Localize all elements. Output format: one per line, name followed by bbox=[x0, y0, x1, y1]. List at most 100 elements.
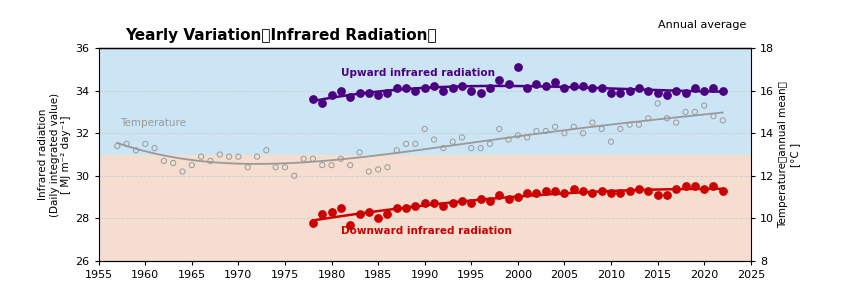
Point bbox=[548, 188, 562, 193]
Point bbox=[539, 129, 553, 134]
Point bbox=[577, 188, 590, 193]
Point bbox=[613, 127, 627, 131]
Point bbox=[446, 139, 460, 144]
Point bbox=[483, 142, 497, 146]
Point bbox=[390, 148, 403, 153]
Point bbox=[306, 156, 320, 161]
Point bbox=[623, 188, 637, 193]
Point bbox=[716, 88, 729, 93]
Point bbox=[464, 201, 478, 206]
Point bbox=[437, 88, 450, 93]
Point bbox=[408, 203, 422, 208]
Point bbox=[372, 216, 385, 221]
Point bbox=[632, 86, 646, 91]
Point bbox=[381, 90, 395, 95]
Point bbox=[324, 210, 338, 214]
Point bbox=[418, 201, 432, 206]
Point bbox=[408, 88, 422, 93]
Point bbox=[679, 90, 692, 95]
Point bbox=[669, 186, 683, 191]
Point bbox=[343, 94, 357, 99]
Point bbox=[613, 190, 627, 195]
Point bbox=[492, 78, 506, 82]
Point bbox=[222, 154, 236, 159]
Point bbox=[688, 184, 702, 189]
Point bbox=[362, 210, 376, 214]
Point bbox=[529, 190, 543, 195]
Point bbox=[390, 86, 403, 91]
Point bbox=[604, 90, 618, 95]
Point bbox=[539, 188, 553, 193]
Point bbox=[567, 124, 581, 129]
Point bbox=[111, 144, 124, 148]
Point bbox=[604, 190, 618, 195]
Point bbox=[577, 84, 590, 89]
Point bbox=[148, 146, 161, 151]
Point bbox=[446, 201, 460, 206]
Point bbox=[585, 120, 599, 125]
Point bbox=[642, 188, 656, 193]
Point bbox=[520, 190, 534, 195]
Point bbox=[251, 154, 264, 159]
Point bbox=[650, 101, 664, 106]
Point bbox=[492, 193, 506, 197]
Point bbox=[129, 148, 142, 153]
Point bbox=[585, 86, 599, 91]
Point bbox=[716, 118, 729, 123]
Point bbox=[511, 133, 525, 138]
Point bbox=[511, 65, 525, 70]
Point bbox=[343, 222, 357, 227]
Point bbox=[427, 201, 441, 206]
Point bbox=[408, 142, 422, 146]
Point bbox=[595, 127, 608, 131]
Point bbox=[418, 127, 432, 131]
Point bbox=[437, 146, 450, 151]
Point bbox=[548, 80, 562, 85]
Text: Upward infrared radiation: Upward infrared radiation bbox=[341, 68, 495, 78]
Point bbox=[558, 86, 571, 91]
Point bbox=[604, 139, 618, 144]
Point bbox=[297, 156, 311, 161]
Point bbox=[446, 86, 460, 91]
Point bbox=[502, 82, 516, 87]
Point bbox=[372, 92, 385, 97]
Point bbox=[577, 131, 590, 136]
Point bbox=[120, 142, 134, 146]
Point bbox=[660, 193, 674, 197]
Point bbox=[185, 163, 199, 168]
Point bbox=[688, 86, 702, 91]
Point bbox=[455, 84, 468, 89]
Point bbox=[520, 86, 534, 91]
Point bbox=[316, 163, 329, 168]
Bar bbox=[99, 48, 751, 154]
Point bbox=[316, 212, 329, 217]
Point bbox=[642, 88, 656, 93]
Point bbox=[418, 86, 432, 91]
Point bbox=[698, 186, 711, 191]
Point bbox=[362, 90, 376, 95]
Point bbox=[324, 163, 338, 168]
Point bbox=[353, 90, 366, 95]
Point bbox=[483, 86, 497, 91]
Point bbox=[278, 165, 292, 170]
Point bbox=[650, 193, 664, 197]
Point bbox=[324, 92, 338, 97]
Point bbox=[623, 88, 637, 93]
Point bbox=[343, 163, 357, 168]
Point bbox=[539, 84, 553, 89]
Point bbox=[464, 146, 478, 151]
Point bbox=[529, 82, 543, 87]
Point bbox=[157, 158, 171, 163]
Point bbox=[502, 197, 516, 202]
Point bbox=[427, 84, 441, 89]
Point bbox=[241, 165, 255, 170]
Point bbox=[166, 160, 180, 165]
Point bbox=[558, 190, 571, 195]
Point bbox=[334, 156, 347, 161]
Y-axis label: Infrared radiation
(Daily integrated value)
[ MJ m⁻² day⁻¹]: Infrared radiation (Daily integrated val… bbox=[38, 92, 71, 217]
Text: Downward infrared radiation: Downward infrared radiation bbox=[341, 226, 511, 236]
Text: Temperature: Temperature bbox=[120, 118, 186, 128]
Point bbox=[548, 124, 562, 129]
Point bbox=[464, 88, 478, 93]
Point bbox=[679, 184, 692, 189]
